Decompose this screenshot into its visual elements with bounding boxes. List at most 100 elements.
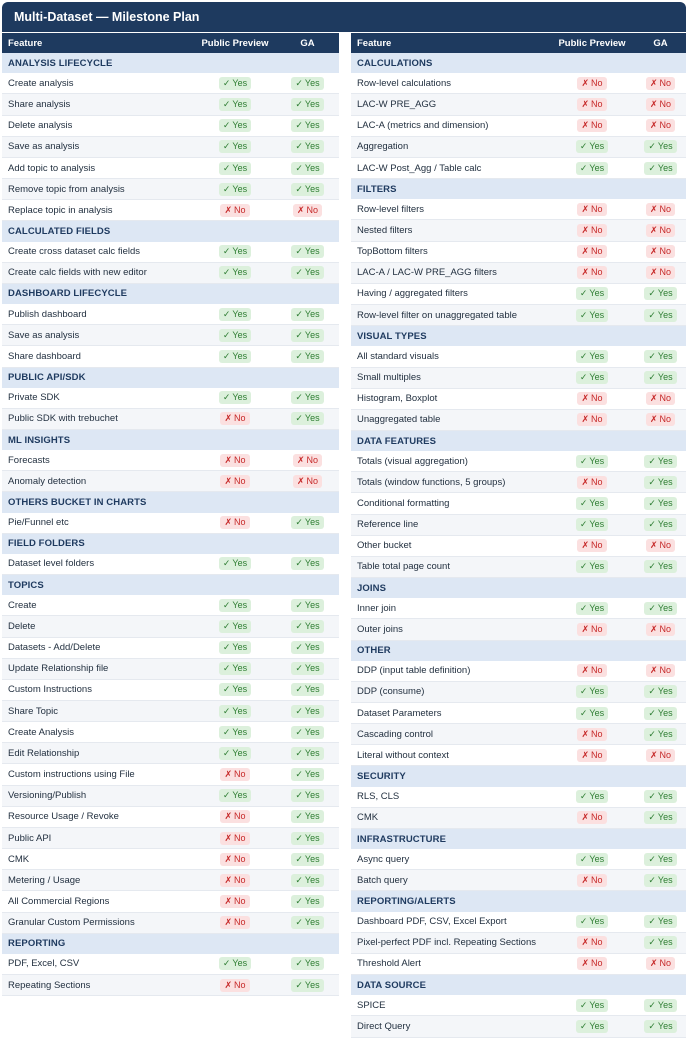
feature-name: Other bucket: [351, 535, 549, 557]
check-icon: ✓: [295, 874, 303, 885]
status-badge-no: ✗ No: [645, 76, 676, 90]
status-badge-label: Yes: [589, 999, 605, 1010]
status-badge-label: Yes: [657, 455, 673, 466]
section-title: OTHERS BUCKET IN CHARTS: [2, 491, 339, 513]
status-badge-label: Yes: [232, 747, 248, 758]
section-header-row: CALCULATED FIELDS: [2, 220, 339, 242]
public-preview-cell: ✗ No: [549, 388, 635, 410]
status-badge-label: Yes: [304, 769, 320, 780]
cross-icon: ✗: [581, 267, 590, 278]
status-badge-no: ✗ No: [220, 516, 250, 530]
cross-icon: ✗: [296, 204, 305, 215]
check-icon: ✓: [222, 558, 231, 569]
status-badge-label: Yes: [304, 684, 320, 695]
status-badge-label: No: [591, 749, 603, 760]
public-preview-cell: ✓ Yes: [194, 136, 276, 158]
ga-cell: ✓ Yes: [635, 995, 686, 1017]
table-row: Create cross dataset calc fields ✓ Yes ✓ Yes: [2, 241, 339, 263]
public-preview-cell: ✗ No: [194, 827, 276, 850]
check-icon: ✓: [579, 498, 588, 509]
status-badge-label: No: [591, 224, 603, 235]
status-badge-label: No: [591, 203, 603, 214]
cross-icon: ✗: [224, 917, 233, 928]
cross-icon: ✗: [296, 454, 305, 465]
section-title: SECURITY: [351, 765, 686, 787]
public-preview-cell: ✓ Yes: [194, 595, 276, 617]
column-header-ga: GA: [635, 33, 686, 54]
status-badge-label: No: [659, 414, 672, 425]
status-badge-no: ✗ No: [645, 119, 676, 133]
status-badge-label: Yes: [232, 267, 248, 278]
public-preview-cell: ✗ No: [549, 723, 635, 746]
table-row: All Commercial Regions ✗ No ✓ Yes: [2, 890, 339, 913]
status-badge-yes: ✓ Yes: [291, 98, 324, 112]
feature-name: Table total page count: [351, 556, 549, 579]
table-row: Conditional formatting ✓ Yes ✓ Yes: [351, 492, 686, 515]
feature-name: LAC-A / LAC-W PRE_AGG filters: [351, 262, 549, 284]
status-badge-label: No: [591, 623, 603, 634]
public-preview-cell: ✗ No: [549, 953, 635, 976]
status-badge-no: ✗ No: [292, 453, 323, 467]
feature-name: Replace topic in analysis: [2, 199, 194, 222]
status-badge-yes: ✓ Yes: [291, 978, 324, 992]
status-badge-label: Yes: [589, 791, 605, 802]
section-header-row: TOPICS: [2, 574, 339, 596]
status-badge-yes: ✓ Yes: [644, 727, 677, 741]
status-badge-yes: ✓ Yes: [218, 140, 252, 154]
check-icon: ✓: [648, 874, 656, 885]
public-preview-cell: ✓ Yes: [194, 262, 276, 284]
public-preview-cell: ✗ No: [549, 73, 635, 95]
status-badge-label: No: [591, 812, 603, 823]
check-icon: ✓: [295, 392, 303, 403]
status-badge-no: ✗ No: [645, 266, 676, 280]
feature-name: PDF, Excel, CSV: [2, 953, 194, 976]
feature-name: Repeating Sections: [2, 974, 194, 997]
status-badge-label: No: [659, 99, 672, 110]
status-badge-yes: ✓ Yes: [218, 725, 252, 739]
table-row: Share Topic ✓ Yes ✓ Yes: [2, 700, 339, 723]
public-preview-cell: ✗ No: [194, 848, 276, 871]
status-badge-yes: ✓ Yes: [218, 161, 252, 175]
public-preview-cell: ✓ Yes: [549, 911, 635, 933]
ga-cell: ✓ Yes: [276, 553, 339, 576]
check-icon: ✓: [222, 705, 231, 716]
public-preview-cell: ✗ No: [194, 450, 276, 472]
check-icon: ✓: [648, 141, 656, 152]
table-row: LAC-A / LAC-W PRE_AGG filters ✗ No ✗ No: [351, 262, 686, 284]
table-row: Unaggregated table ✗ No ✗ No: [351, 409, 686, 431]
check-icon: ✓: [579, 686, 588, 697]
table-row: Anomaly detection ✗ No ✗ No: [2, 470, 339, 493]
table-row: Histogram, Boxplot ✗ No ✗ No: [351, 388, 686, 410]
section-title: CALCULATIONS: [351, 53, 686, 74]
table-row: Create analysis ✓ Yes ✓ Yes: [2, 73, 339, 95]
cross-icon: ✗: [581, 476, 590, 487]
public-preview-cell: ✓ Yes: [549, 304, 635, 327]
table-row: All standard visuals ✓ Yes ✓ Yes: [351, 346, 686, 368]
section-title: REPORTING: [2, 933, 339, 954]
status-badge-no: ✗ No: [220, 894, 250, 908]
status-badge-yes: ✓ Yes: [291, 810, 324, 824]
cross-icon: ✗: [649, 203, 658, 214]
table-row: Granular Custom Permissions ✗ No ✓ Yes: [2, 912, 339, 934]
check-icon: ✓: [222, 958, 231, 969]
check-icon: ✓: [222, 684, 231, 695]
status-badge-label: Yes: [232, 77, 248, 88]
public-preview-cell: ✓ Yes: [549, 514, 635, 536]
table-row: Public API ✗ No ✓ Yes: [2, 827, 339, 850]
feature-name: Anomaly detection: [2, 470, 194, 493]
status-badge-label: No: [234, 517, 246, 528]
status-badge-no: ✗ No: [645, 748, 676, 762]
status-badge-yes: ✓ Yes: [575, 140, 609, 154]
section-title: PUBLIC API/SDK: [2, 367, 339, 388]
status-badge-yes: ✓ Yes: [291, 704, 324, 718]
table-row: Private SDK ✓ Yes ✓ Yes: [2, 387, 339, 409]
public-preview-cell: ✗ No: [549, 744, 635, 767]
feature-name: Create analysis: [2, 73, 194, 95]
table-header-row: Feature Public Preview GA: [351, 33, 686, 54]
status-badge-no: ✗ No: [577, 727, 607, 741]
cross-icon: ✗: [581, 958, 590, 969]
status-badge-label: Yes: [232, 350, 248, 361]
status-badge-yes: ✓ Yes: [291, 76, 324, 90]
check-icon: ✓: [222, 183, 231, 194]
status-badge-label: Yes: [232, 620, 248, 631]
